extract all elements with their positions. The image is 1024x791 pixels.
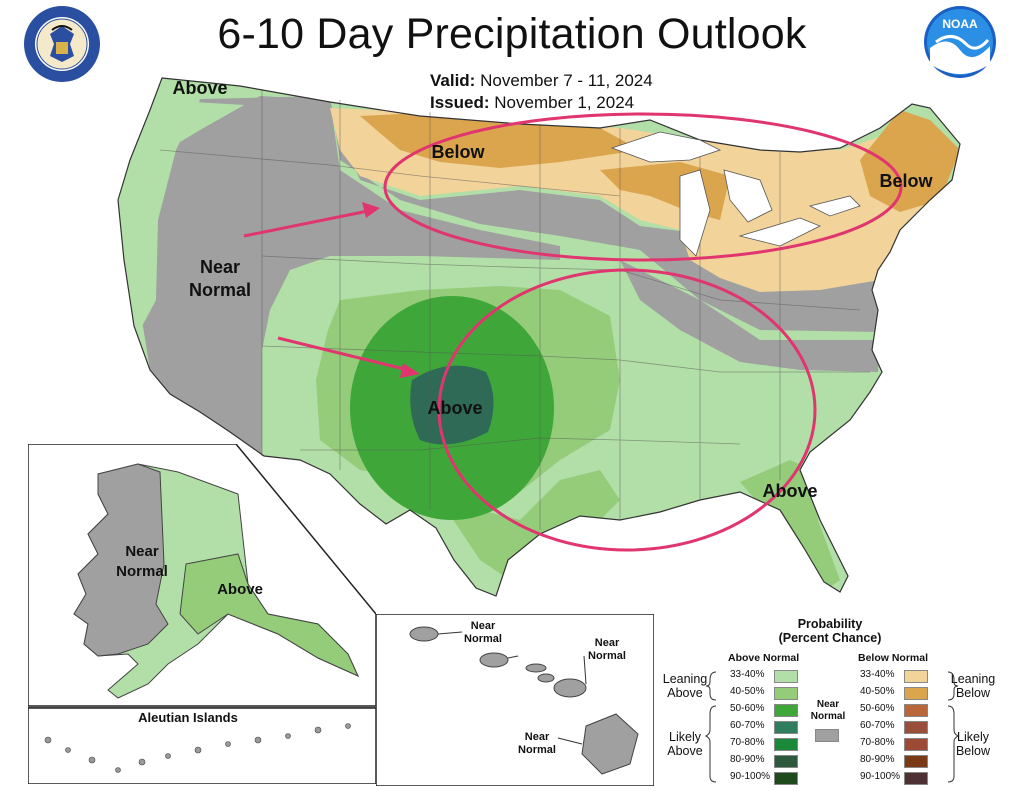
commerce-seal-icon bbox=[24, 6, 100, 82]
issued-label: Issued: bbox=[430, 93, 490, 112]
ak-label-near-2: Normal bbox=[116, 563, 168, 580]
legend-above-bin-label: 70-80% bbox=[730, 737, 765, 748]
alaska-inset bbox=[28, 444, 376, 784]
legend-leaning-below-2: Below bbox=[955, 686, 991, 700]
legend-leaning-above-2: Above bbox=[667, 686, 703, 700]
legend-leaning-above: Leaning Above bbox=[660, 672, 710, 700]
label-near-west-2: Normal bbox=[188, 280, 251, 300]
annotation-arrowheads bbox=[362, 202, 420, 378]
legend-below-bin-label: 33-40% bbox=[860, 669, 895, 680]
hi-label-2a: Near bbox=[594, 637, 620, 649]
legend-above-bin-label: 50-60% bbox=[730, 703, 765, 714]
region-above-60 bbox=[410, 365, 494, 445]
legend-below-bin-swatch bbox=[904, 670, 928, 683]
legend-above-header: Above Normal bbox=[728, 652, 800, 664]
legend-leaning-above-1: Leaning bbox=[662, 672, 708, 686]
legend-above-bins: 33-40% 40-50% 50-60% 60-70% 70-80% 80-90% 90-1… bbox=[718, 669, 808, 790]
region-above-40-tx bbox=[440, 470, 620, 580]
valid-dates: November 7 - 11, 2024 bbox=[480, 71, 653, 90]
legend-below-bin-swatch bbox=[904, 755, 928, 768]
legend-braces bbox=[704, 671, 960, 783]
legend-below-bin-label: 50-60% bbox=[860, 703, 895, 714]
legend-likely-above-1: Likely bbox=[669, 730, 701, 744]
legend-above-bin-label: 80-90% bbox=[730, 754, 765, 765]
hawaii-inset bbox=[376, 614, 654, 786]
legend-above-bin-label: 40-50% bbox=[730, 686, 765, 697]
label-above-nw: Above bbox=[172, 78, 228, 98]
legend-leaning-below-1: Leaning bbox=[950, 672, 996, 686]
annotation-arrow-1 bbox=[243, 209, 369, 238]
legend-below-bin-label: 90-100% bbox=[860, 771, 901, 782]
legend-below-bin-swatch bbox=[904, 721, 928, 734]
legend-above-bin-swatch bbox=[774, 687, 798, 700]
legend-likely-above: Likely Above bbox=[660, 730, 710, 758]
legend-leaning-below: Leaning Below bbox=[948, 672, 998, 700]
legend-above-bin-swatch bbox=[774, 772, 798, 785]
legend-below-header: Below Normal bbox=[858, 652, 929, 664]
annotation-ellipse-north bbox=[383, 112, 903, 262]
legend-likely-below-2: Below bbox=[955, 744, 991, 758]
valid-line: Valid: November 7 - 11, 2024 bbox=[430, 71, 653, 91]
issued-date: November 1, 2024 bbox=[494, 93, 635, 112]
label-near-west-1: Near bbox=[199, 257, 241, 277]
legend-above-bin-swatch bbox=[774, 670, 798, 683]
legend-likely-below: Likely Below bbox=[948, 730, 998, 758]
legend-below-bins: 33-40% 40-50% 50-60% 60-70% 70-80% 80-90% 90-1… bbox=[860, 669, 950, 790]
legend-above-bin-swatch bbox=[774, 755, 798, 768]
hi-label-2b: Normal bbox=[588, 650, 626, 662]
region-near-west bbox=[142, 96, 560, 456]
label-above-southeast: Above bbox=[762, 481, 818, 501]
legend-near-normal: Near Normal bbox=[806, 699, 850, 723]
legend-below-bin-label: 40-50% bbox=[860, 686, 895, 697]
legend-title: Probability (Percent Chance) bbox=[760, 617, 900, 645]
region-above-nw bbox=[118, 80, 200, 330]
hi-label-3a: Near bbox=[524, 731, 550, 743]
legend-below-bin-swatch bbox=[904, 704, 928, 717]
valid-label: Valid: bbox=[430, 71, 476, 90]
ak-label-near-1: Near bbox=[125, 543, 159, 560]
region-near-east bbox=[620, 260, 880, 372]
ak-label-above: Above bbox=[217, 581, 263, 598]
legend-near-swatch bbox=[815, 729, 839, 742]
page-title: 6-10 Day Precipitation Outlook bbox=[217, 10, 807, 58]
great-lakes bbox=[610, 131, 861, 257]
aleutian-title: Aleutian Islands bbox=[138, 710, 238, 725]
legend-below-bin-label: 80-90% bbox=[860, 754, 895, 765]
legend-below-bin-swatch bbox=[904, 738, 928, 751]
label-below-northeast: Below bbox=[879, 171, 933, 191]
legend-below-bin-swatch bbox=[904, 687, 928, 700]
region-below-40-ne bbox=[860, 110, 960, 212]
label-above-plains: Above bbox=[427, 398, 483, 418]
legend-below-bin-swatch bbox=[904, 772, 928, 785]
hi-label-1a: Near bbox=[470, 620, 496, 632]
legend-below-bin-label: 60-70% bbox=[860, 720, 895, 731]
legend-below-bin-label: 70-80% bbox=[860, 737, 895, 748]
conus-outline bbox=[117, 77, 961, 597]
legend-above-bin-label: 60-70% bbox=[730, 720, 765, 731]
legend-title-1: Probability bbox=[797, 617, 863, 631]
hi-label-1b: Normal bbox=[464, 633, 502, 645]
legend-likely-below-1: Likely bbox=[957, 730, 989, 744]
legend-title-2: (Percent Chance) bbox=[778, 631, 882, 645]
legend-above-bin-swatch bbox=[774, 704, 798, 717]
legend-above-bin-swatch bbox=[774, 721, 798, 734]
annotation-arrow-2 bbox=[277, 336, 409, 372]
legend-above-bin-swatch bbox=[774, 738, 798, 751]
annotation-overlays bbox=[243, 112, 903, 552]
legend-near-1: Near bbox=[816, 699, 840, 710]
issued-line: Issued: November 1, 2024 bbox=[430, 93, 634, 113]
legend-above-bin-label: 33-40% bbox=[730, 669, 765, 680]
annotation-ellipse-south bbox=[437, 268, 817, 552]
legend-above-bin-label: 90-100% bbox=[730, 771, 771, 782]
label-below-north: Below bbox=[431, 142, 485, 162]
hi-label-3b: Normal bbox=[518, 744, 556, 756]
svg-text:NOAA: NOAA bbox=[942, 17, 978, 31]
legend-likely-above-2: Above bbox=[667, 744, 703, 758]
noaa-logo-icon: NOAA bbox=[924, 6, 996, 78]
legend-near-2: Normal bbox=[810, 711, 846, 722]
